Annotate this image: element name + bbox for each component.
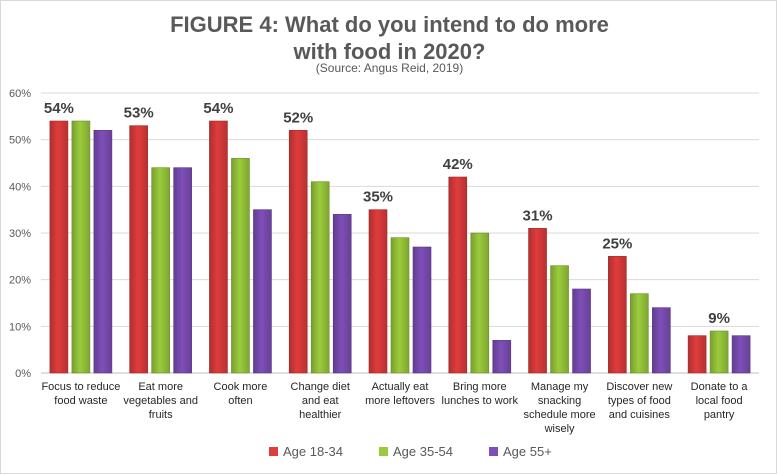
x-tick-label: Cook more: [214, 381, 268, 393]
bar-age-18-34: [288, 130, 308, 374]
bar-age-55-: [412, 246, 432, 374]
x-tick-label: lunches to work: [442, 395, 519, 407]
x-tick-label: wisely: [544, 423, 575, 435]
bar-age-18-34: [209, 120, 228, 374]
x-tick-label: and eat: [302, 395, 339, 407]
y-tick-label: 50%: [9, 135, 31, 147]
bar-age-18-34: [608, 256, 627, 374]
bar-age-35-54: [151, 167, 170, 374]
x-tick-label: more leftovers: [365, 395, 435, 407]
bar-age-35-54: [71, 120, 91, 374]
x-tick-label: food waste: [54, 395, 107, 407]
data-label: 9%: [708, 310, 730, 327]
bar-age-18-34: [448, 176, 468, 374]
legend-swatch: [379, 447, 388, 456]
x-tick-label: fruits: [149, 409, 173, 421]
legend-label: Age 35-54: [393, 444, 453, 459]
y-tick-label: 40%: [9, 181, 31, 193]
chart-title-line1: FIGURE 4: What do you intend to do more: [170, 12, 609, 37]
bar-age-55-: [492, 340, 512, 374]
x-tick-label: Change diet: [291, 381, 350, 393]
data-label: 25%: [602, 235, 632, 252]
chart-title: FIGURE 4: What do you intend to do more …: [1, 11, 777, 65]
x-tick-label: Focus to reduce: [41, 381, 120, 393]
bar-age-55-: [572, 288, 591, 374]
x-tick-label: Eat more: [138, 381, 183, 393]
x-tick-label: local food: [696, 395, 743, 407]
bar-age-55-: [731, 335, 751, 374]
x-tick-label: often: [228, 395, 252, 407]
x-tick-label: Manage my: [531, 381, 589, 393]
x-tick-label: Discover new: [606, 381, 672, 393]
bar-age-18-34: [129, 125, 148, 374]
y-tick-label: 10%: [9, 321, 31, 333]
x-tick-label: snacking: [538, 395, 581, 407]
bar-age-55-: [93, 130, 113, 374]
data-label: 42%: [443, 156, 473, 173]
data-label: 31%: [523, 207, 553, 224]
y-tick-label: 20%: [9, 275, 31, 287]
bar-age-55-: [173, 167, 192, 374]
x-tick-label: pantry: [704, 409, 735, 421]
bar-age-55-: [253, 209, 272, 374]
legend-label: Age 18-34: [283, 444, 343, 459]
bar-age-35-54: [390, 237, 410, 374]
bar-age-35-54: [310, 181, 330, 374]
x-tick-label: Bring more: [453, 381, 507, 393]
data-label: 54%: [44, 100, 74, 117]
bar-age-18-34: [528, 228, 547, 374]
bar-age-18-34: [368, 209, 388, 374]
x-tick-label: types of food: [608, 395, 671, 407]
y-tick-label: 0%: [15, 368, 31, 380]
data-label: 35%: [363, 189, 393, 206]
legend-swatch: [269, 447, 278, 456]
x-tick-label: vegetables and: [123, 395, 198, 407]
x-tick-label: and cuisines: [609, 409, 671, 421]
x-tick-label: Actually eat: [372, 381, 429, 393]
bar-age-18-34: [49, 120, 69, 374]
bar-age-35-54: [470, 232, 490, 374]
x-tick-label: schedule more: [523, 409, 595, 421]
data-label: 54%: [203, 100, 233, 117]
x-tick-label: Donate to a: [691, 381, 749, 393]
bar-age-55-: [652, 307, 671, 374]
bar-age-35-54: [231, 158, 250, 374]
x-tick-label: healthier: [299, 409, 342, 421]
y-tick-label: 30%: [9, 228, 31, 240]
legend-label: Age 55+: [503, 444, 552, 459]
bar-age-18-34: [687, 335, 707, 374]
y-tick-label: 60%: [9, 88, 31, 100]
legend-swatch: [489, 447, 498, 456]
data-label: 53%: [124, 105, 154, 122]
bar-age-35-54: [709, 330, 729, 374]
bar-age-35-54: [550, 265, 569, 374]
bar-age-35-54: [630, 293, 649, 374]
data-label: 52%: [283, 109, 313, 126]
bar-age-55-: [332, 214, 352, 374]
chart-subtitle: (Source: Angus Reid, 2019): [315, 61, 464, 75]
chart-title-line2: with food in 2020?: [293, 39, 486, 64]
